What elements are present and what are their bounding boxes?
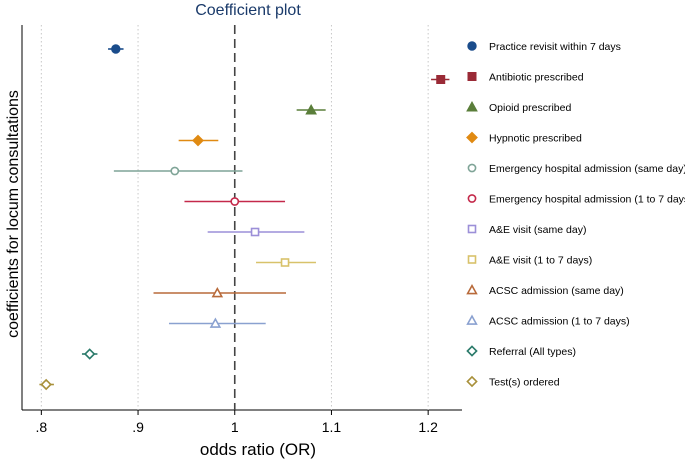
legend-label: Opioid prescribed: [489, 102, 571, 114]
legend-marker: [467, 41, 477, 51]
legend-marker: [467, 163, 477, 173]
legend-marker: [466, 345, 478, 357]
legend: Practice revisit within 7 days Antibiotic…: [466, 41, 685, 389]
legend-label: A&E visit (1 to 7 days): [489, 255, 592, 267]
point-estimate: [40, 378, 52, 391]
x-tick-label: 1: [231, 419, 239, 435]
legend-marker: [466, 100, 478, 112]
point-estimate: [83, 348, 96, 360]
legend-marker: [466, 314, 478, 325]
legend-marker: [466, 131, 478, 144]
x-tick-label: .9: [132, 419, 144, 435]
point-estimate: [211, 286, 224, 298]
legend-label: A&E visit (same day): [489, 224, 586, 236]
legend-marker: [467, 194, 477, 203]
legend-label: Hypnotic prescribed: [489, 133, 582, 145]
point-estimate: [170, 166, 180, 176]
legend-label: Emergency hospital admission (same day): [489, 163, 685, 175]
legend-label: Test(s) ordered: [489, 377, 560, 389]
legend-marker: [467, 72, 477, 81]
point-estimate: [192, 134, 204, 147]
x-tick-label: 1.2: [418, 419, 438, 435]
point-estimate: [250, 227, 260, 237]
x-tick-label: .8: [35, 419, 47, 435]
legend-label: ACSC admission (1 to 7 days): [489, 316, 630, 328]
legend-label: ACSC admission (same day): [489, 285, 624, 297]
legend-marker: [466, 375, 478, 388]
chart-title: Coefficient plot: [195, 2, 301, 19]
legend-label: Practice revisit within 7 days: [489, 41, 621, 53]
point-estimate: [305, 103, 317, 115]
x-tick-label: 1.1: [322, 419, 342, 435]
legend-marker: [466, 283, 478, 295]
legend-marker: [467, 224, 477, 234]
legend-label: Emergency hospital admission (1 to 7 day…: [489, 194, 685, 206]
point-estimate: [230, 197, 240, 206]
legend-label: Referral (All types): [489, 346, 576, 358]
point-estimate: [280, 258, 290, 267]
plot-area: .8 .9 1 1.1 1.2: [21, 25, 462, 435]
point-estimate: [111, 44, 121, 54]
point-estimate: [209, 317, 222, 328]
legend-label: Antibiotic prescribed: [489, 72, 584, 84]
legend-marker: [467, 255, 477, 264]
y-axis-label: coefficients for locum consultations: [5, 90, 22, 338]
point-estimate: [436, 75, 446, 84]
x-axis-label: odds ratio (OR): [200, 440, 316, 459]
